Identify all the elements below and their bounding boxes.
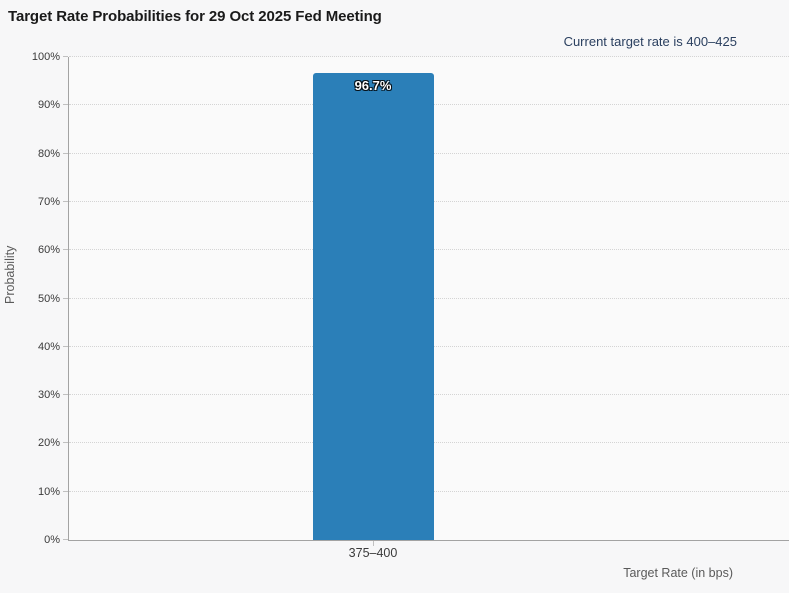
y-tick-mark <box>63 345 68 347</box>
y-tick-mark <box>63 152 68 154</box>
y-tick-mark <box>63 297 68 299</box>
y-tick-mark <box>63 490 68 492</box>
chart-title: Target Rate Probabilities for 29 Oct 202… <box>8 8 382 25</box>
y-axis-labels: 0% 10% 20% 30% 40% 50% 60% 70% 80% 90% 100% <box>0 51 60 546</box>
y-tick-label: 20% <box>37 437 60 450</box>
current-target-rate-annotation: Current target rate is 400–425 <box>563 34 737 49</box>
y-tick-mark <box>63 200 68 202</box>
y-tick-label: 10% <box>37 485 60 498</box>
y-tick-label: 70% <box>37 195 60 208</box>
y-tick-label: 30% <box>37 389 60 402</box>
y-tick-mark <box>63 56 68 57</box>
y-tick-label: 90% <box>37 99 60 112</box>
y-tick-label: 100% <box>31 51 60 63</box>
x-tick-mark <box>373 541 374 546</box>
y-tick-label: 0% <box>44 534 60 546</box>
y-tick-label: 60% <box>37 244 60 257</box>
x-tick-label: 375–400 <box>348 546 398 560</box>
gridline <box>69 56 789 57</box>
bar-value-label: 96.7% <box>354 77 392 93</box>
y-tick-mark <box>63 442 68 444</box>
y-tick-label: 80% <box>37 147 60 160</box>
plot-area: 96.7% 375–400 <box>63 56 789 560</box>
y-tick-label: 40% <box>37 340 60 353</box>
y-tick-mark <box>63 539 68 540</box>
y-tick-label: 50% <box>37 292 60 305</box>
y-tick-mark <box>63 394 68 396</box>
probability-bar[interactable]: 96.7% <box>312 72 434 540</box>
x-axis-title: Target Rate (in bps) <box>623 566 733 580</box>
y-tick-mark <box>63 249 68 251</box>
y-tick-mark <box>63 104 68 106</box>
